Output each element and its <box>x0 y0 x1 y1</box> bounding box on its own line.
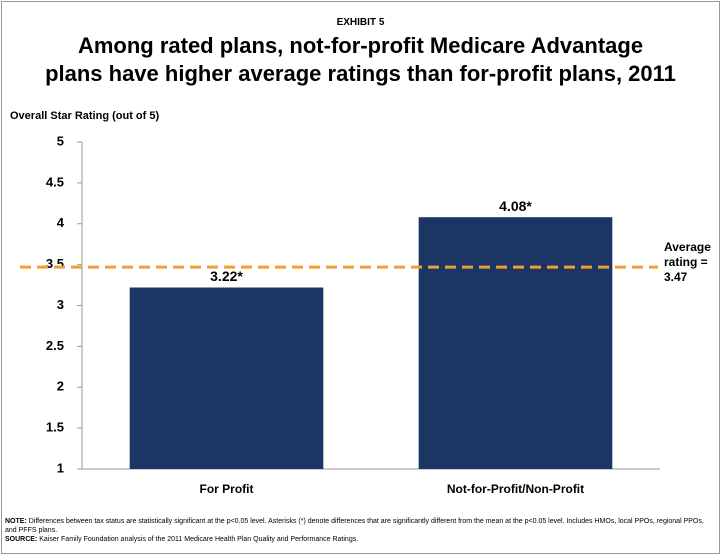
note-text: Kaiser Family Foundation analysis of the… <box>39 536 359 543</box>
notes: NOTE: Differences between tax status are… <box>5 517 717 544</box>
x-tick-label: For Profit <box>200 482 254 496</box>
note-label: SOURCE: <box>5 536 38 543</box>
value-label: 4.08* <box>499 198 532 214</box>
note: SOURCE: Kaiser Family Foundation analysi… <box>5 535 717 544</box>
bar <box>129 287 324 469</box>
y-tick-label: 4.5 <box>46 174 64 189</box>
y-tick-label: 3 <box>57 297 64 312</box>
exhibit-label: EXHIBIT 5 <box>336 17 385 28</box>
x-tick-label: Not-for-Profit/Non-Profit <box>447 482 584 496</box>
y-tick-label: 2.5 <box>46 338 64 353</box>
y-tick-label: 4 <box>57 215 65 230</box>
y-tick-label: 3.5 <box>46 256 64 271</box>
chart-title: Among rated plans, not-for-profit Medica… <box>0 32 721 88</box>
note: NOTE: Differences between tax status are… <box>5 517 717 535</box>
y-tick-label: 5 <box>57 133 64 148</box>
bar <box>418 217 613 469</box>
y-tick-label: 1.5 <box>46 420 64 435</box>
reference-label: Average rating = 3.47 <box>664 240 711 284</box>
y-axis-label: Overall Star Rating (out of 5) <box>10 110 160 122</box>
title-line: Among rated plans, not-for-profit Medica… <box>77 33 644 58</box>
note-label: NOTE: <box>5 518 27 525</box>
y-tick-label: 2 <box>57 379 64 394</box>
note-text: Differences between tax status are stati… <box>5 518 704 534</box>
y-tick-label: 1 <box>57 460 64 475</box>
title-line: plans have higher average ratings than f… <box>45 61 676 86</box>
value-label: 3.22* <box>210 268 243 284</box>
